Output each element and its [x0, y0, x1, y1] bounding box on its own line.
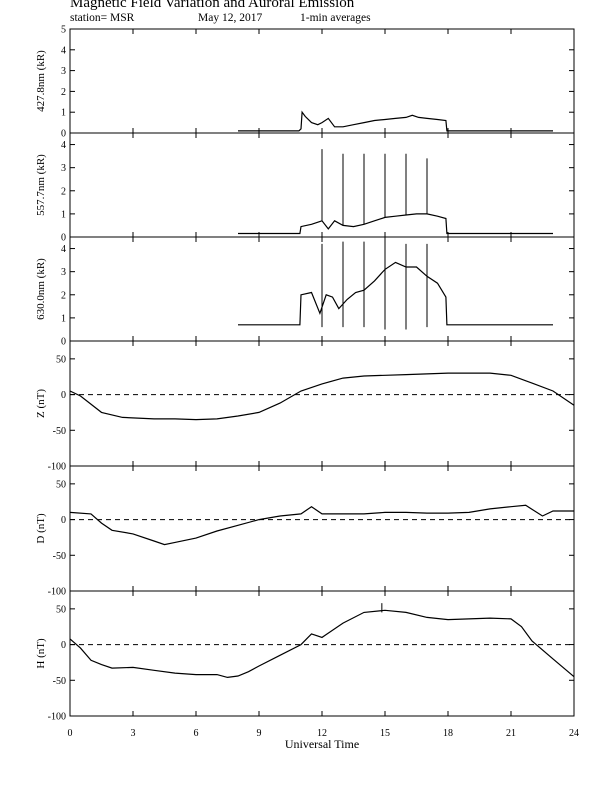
- x-tick-label: 18: [443, 728, 453, 739]
- x-axis-label: Universal Time: [285, 737, 359, 751]
- y-tick-label: 4: [61, 244, 66, 255]
- series-line: [238, 261, 553, 326]
- averaging-label: 1-min averages: [300, 12, 371, 24]
- y-axis-label: H (nT): [35, 638, 47, 669]
- y-tick-label: -100: [48, 462, 66, 473]
- y-tick-label: 3: [61, 66, 66, 77]
- series-line: [69, 504, 574, 546]
- y-tick-label: 1: [61, 313, 66, 324]
- y-tick-label: -100: [48, 587, 66, 598]
- y-tick-label: -50: [53, 551, 66, 562]
- x-tick-label: 3: [131, 728, 136, 739]
- y-axis-label: 630.0nm (kR): [35, 258, 47, 320]
- y-tick-label: 0: [61, 515, 66, 526]
- station-label: station= MSR: [70, 12, 135, 24]
- x-tick-label: 21: [506, 728, 516, 739]
- y-tick-label: 50: [56, 354, 66, 365]
- y-tick-label: 0: [61, 640, 66, 651]
- y-tick-label: 0: [61, 390, 66, 401]
- panel-frame: [69, 590, 575, 717]
- y-tick-label: 50: [56, 604, 66, 615]
- y-tick-label: 3: [61, 163, 66, 174]
- x-tick-label: 9: [257, 728, 262, 739]
- y-tick-label: 0: [61, 233, 66, 244]
- chart-title: Magnetic Field Variation and Auroral Emi…: [70, 0, 355, 11]
- panel-frame: [69, 28, 575, 134]
- y-tick-label: -50: [53, 676, 66, 687]
- y-tick-label: 50: [56, 479, 66, 490]
- y-axis-label: 427.8nm (kR): [35, 50, 47, 112]
- series-line: [69, 609, 575, 679]
- x-tick-label: 12: [317, 728, 327, 739]
- series-line: [238, 110, 553, 132]
- y-axis-label: D (nT): [35, 513, 47, 544]
- series-line: [69, 372, 575, 421]
- y-tick-label: 0: [61, 129, 66, 140]
- y-tick-label: 2: [61, 87, 66, 98]
- y-tick-label: 2: [61, 186, 66, 197]
- panel-frame: [69, 465, 575, 592]
- x-tick-label: 15: [380, 728, 390, 739]
- y-tick-label: -50: [53, 426, 66, 437]
- y-tick-label: 2: [61, 290, 66, 301]
- date-label: May 12, 2017: [198, 12, 263, 24]
- series-line: [238, 213, 553, 235]
- x-tick-label: 0: [68, 728, 73, 739]
- y-tick-label: 3: [61, 267, 66, 278]
- y-tick-label: 1: [61, 108, 66, 119]
- y-tick-label: 4: [61, 140, 66, 151]
- y-tick-label: 0: [61, 337, 66, 348]
- x-tick-label: 24: [569, 728, 579, 739]
- panel-frame: [69, 340, 575, 467]
- y-tick-label: 4: [61, 45, 66, 56]
- y-tick-label: 5: [61, 25, 66, 36]
- y-tick-label: 1: [61, 209, 66, 220]
- y-axis-label: 557.7nm (kR): [35, 154, 47, 216]
- y-tick-label: -100: [48, 712, 66, 723]
- y-axis-label: Z (nT): [35, 389, 47, 418]
- x-tick-label: 6: [194, 728, 199, 739]
